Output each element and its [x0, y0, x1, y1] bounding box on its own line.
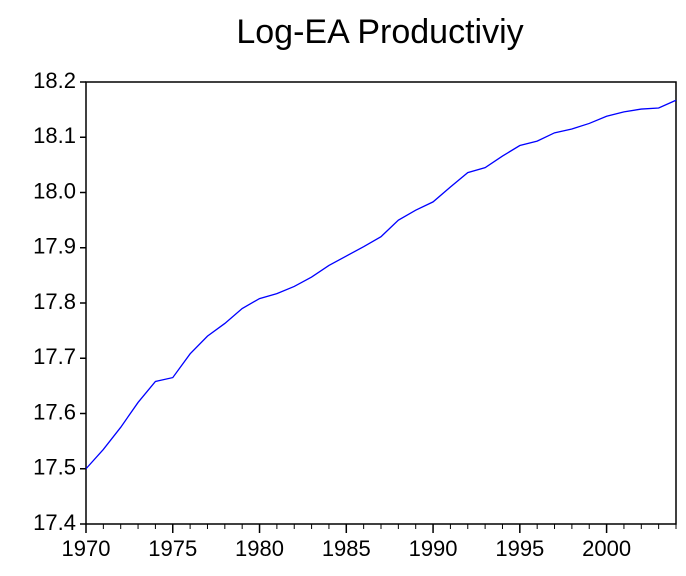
- x-tick-label: 1970: [62, 536, 111, 561]
- y-tick-label: 17.5: [33, 455, 76, 480]
- y-tick-label: 17.7: [33, 344, 76, 369]
- y-tick-label: 18.1: [33, 123, 76, 148]
- data-line: [85, 99, 677, 470]
- y-tick-label: 17.4: [33, 510, 76, 535]
- x-tick-label: 1980: [235, 536, 284, 561]
- y-tick-label: 18.0: [33, 178, 76, 203]
- y-tick-label: 18.2: [33, 68, 76, 93]
- x-tick-label: 1985: [322, 536, 371, 561]
- x-tick-label: 1990: [409, 536, 458, 561]
- y-tick-label: 17.9: [33, 234, 76, 259]
- y-tick-label: 17.6: [33, 399, 76, 424]
- chart-title: Log-EA Productiviy: [236, 13, 523, 51]
- plot-frame: [85, 81, 677, 525]
- x-tick-label: 2000: [582, 536, 631, 561]
- x-tick-label: 1975: [148, 536, 197, 561]
- x-tick-label: 1995: [495, 536, 544, 561]
- y-tick-label: 17.8: [33, 289, 76, 314]
